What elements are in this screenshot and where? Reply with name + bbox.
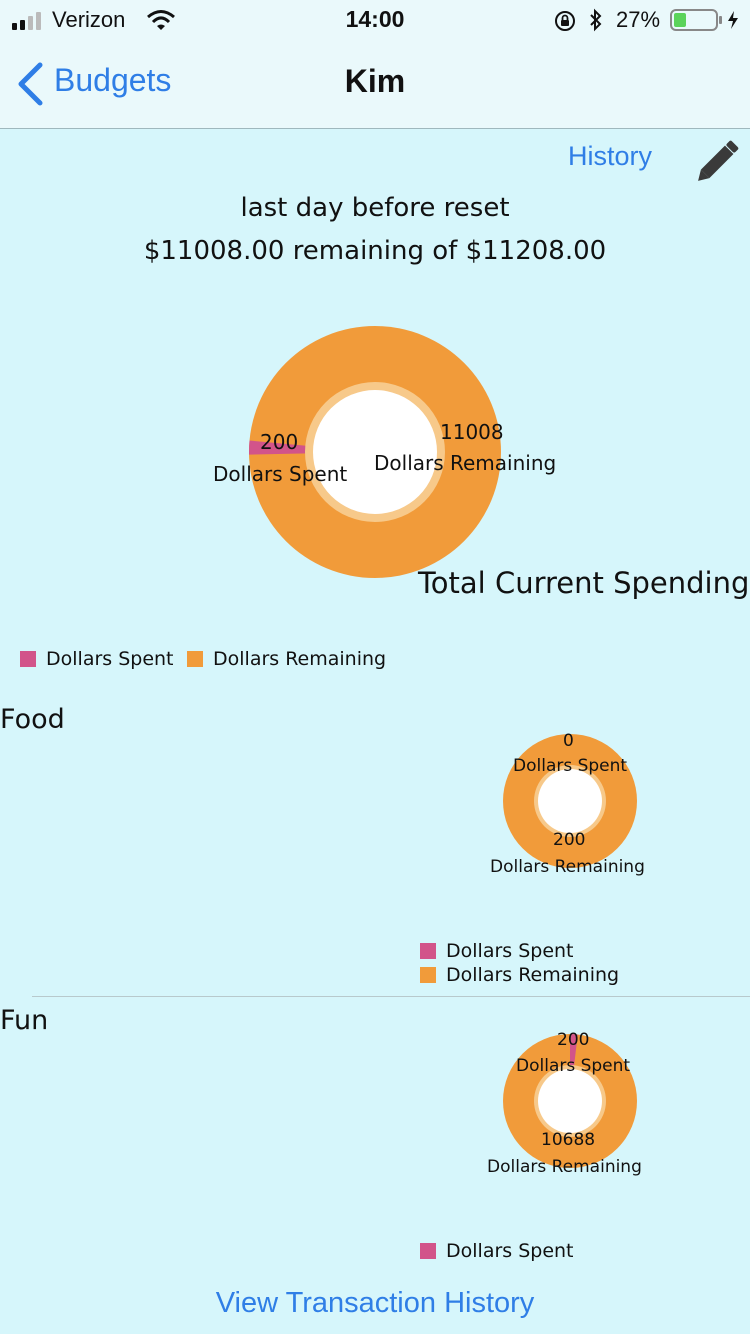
chart-hole	[313, 390, 437, 514]
total-remaining-value: 11008	[440, 420, 504, 444]
food-spent-label: Dollars Spent	[513, 756, 628, 776]
view-transaction-history-button[interactable]: View Transaction History	[215, 1287, 535, 1319]
legend-item-spent: Dollars Spent	[20, 648, 174, 670]
orientation-lock-icon	[555, 11, 575, 31]
legend-swatch	[420, 943, 436, 959]
food-spent-value: 0	[563, 731, 574, 751]
signal-icon	[12, 12, 41, 30]
food-legend-item-spent: Dollars Spent	[420, 940, 574, 962]
history-link[interactable]: History	[568, 141, 653, 171]
section-divider	[32, 996, 750, 997]
status-time: 14:00	[345, 6, 405, 32]
food-legend-item-remaining: Dollars Remaining	[420, 964, 619, 986]
fun-spent-label: Dollars Spent	[516, 1056, 631, 1076]
total-spent-value: 200	[260, 430, 299, 454]
section-title-fun: Fun	[0, 1005, 49, 1036]
fun-remaining-label: Dollars Remaining	[487, 1157, 642, 1177]
section-title-food: Food	[0, 704, 65, 735]
page-title: Kim	[344, 63, 406, 99]
legend-swatch	[187, 651, 203, 667]
battery-percent: 27%	[616, 7, 661, 32]
legend-item-remaining: Dollars Remaining	[187, 648, 386, 670]
legend-swatch	[420, 967, 436, 983]
chart-title: Total Current Spending	[418, 566, 750, 600]
fun-spent-value: 200	[557, 1030, 590, 1050]
legend-swatch	[420, 1243, 436, 1259]
edit-pencil-icon[interactable]	[697, 137, 743, 181]
reset-notice: last day before reset	[240, 193, 510, 223]
fun-legend-item-spent: Dollars Spent	[420, 1240, 574, 1262]
food-remaining-label: Dollars Remaining	[490, 857, 645, 877]
total-spent-label: Dollars Spent	[213, 462, 348, 486]
total-spending-donut	[249, 326, 501, 578]
fun-remaining-value: 10688	[541, 1130, 596, 1150]
status-bar: Verizon 14:00 27%	[0, 0, 750, 40]
chart-hole	[538, 1069, 602, 1133]
wifi-icon	[147, 10, 175, 30]
carrier-name: Verizon	[52, 7, 126, 32]
back-button[interactable]: Budgets	[54, 62, 172, 98]
fun-donut	[503, 1034, 637, 1168]
remaining-summary: $11008.00 remaining of $11208.00	[143, 236, 607, 266]
back-chevron-icon[interactable]	[16, 62, 44, 106]
bluetooth-icon	[590, 8, 602, 32]
food-remaining-value: 200	[553, 830, 586, 850]
chart-hole	[538, 769, 602, 833]
food-donut	[503, 734, 637, 868]
legend-swatch	[20, 651, 36, 667]
navigation-bar	[0, 40, 750, 129]
battery-icon	[670, 9, 738, 31]
total-remaining-label: Dollars Remaining	[374, 451, 557, 475]
